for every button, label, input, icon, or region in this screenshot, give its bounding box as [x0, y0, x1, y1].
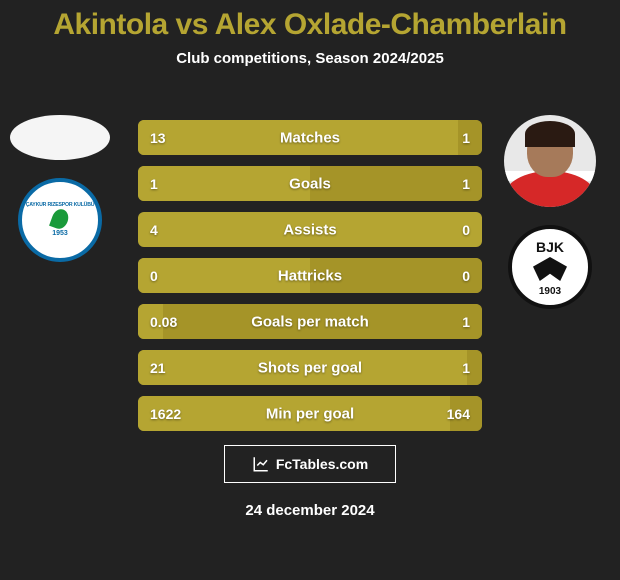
bar-value-right: 1 [462, 130, 470, 146]
stat-bar: Assists4 0 [138, 212, 482, 247]
bar-label: Matches [138, 129, 482, 146]
bar-value-left: 21 [150, 360, 166, 376]
eagle-icon [533, 257, 567, 281]
bar-label: Goals per match [138, 313, 482, 330]
club-left-badge: ÇAYKUR RIZESPOR KULÜBÜ 1953 [18, 178, 102, 262]
bar-label: Shots per goal [138, 359, 482, 376]
brand-box: FcTables.com [224, 445, 396, 483]
club-left-year: 1953 [26, 230, 95, 237]
subtitle: Club competitions, Season 2024/2025 [0, 50, 620, 67]
club-left-abbr: ÇAYKUR RIZESPOR KULÜBÜ [26, 203, 95, 208]
stat-bar: Shots per goal21 1 [138, 350, 482, 385]
stats-bars: Matches131Goals11Assists40Hattricks00Goa… [138, 120, 482, 442]
stat-bar: Hattricks0 0 [138, 258, 482, 293]
stat-bar: Goals per match0.08 1 [138, 304, 482, 339]
player-right-avatar [504, 115, 596, 207]
page-title: Akintola vs Alex Oxlade-Chamberlain [0, 0, 620, 42]
bar-value-right: 1 [462, 176, 470, 192]
bar-value-right: 1 [462, 360, 470, 376]
right-player-column: BJK 1903 [500, 115, 600, 309]
bar-value-left: 4 [150, 222, 158, 238]
bar-value-left: 0 [150, 268, 158, 284]
club-right-badge: BJK 1903 [508, 225, 592, 309]
bar-value-left: 1622 [150, 406, 181, 422]
player-left-avatar [10, 115, 110, 160]
chart-icon [252, 455, 270, 473]
brand-text: FcTables.com [276, 456, 368, 472]
stat-bar: Min per goal1622 164 [138, 396, 482, 431]
bar-value-right: 0 [462, 222, 470, 238]
leaf-icon [49, 207, 71, 231]
bar-label: Hattricks [138, 267, 482, 284]
bar-value-right: 0 [462, 268, 470, 284]
stat-bar: Matches13 1 [138, 120, 482, 155]
club-right-year: 1903 [539, 286, 561, 297]
date-text: 24 december 2024 [0, 502, 620, 519]
bar-value-left: 0.08 [150, 314, 177, 330]
bar-value-left: 13 [150, 130, 166, 146]
bar-value-right: 1 [462, 314, 470, 330]
bar-label: Min per goal [138, 405, 482, 422]
bar-value-left: 1 [150, 176, 158, 192]
bar-label: Goals [138, 175, 482, 192]
club-right-abbr: BJK [536, 239, 564, 255]
bar-label: Assists [138, 221, 482, 238]
left-player-column: ÇAYKUR RIZESPOR KULÜBÜ 1953 [10, 115, 110, 262]
stat-bar: Goals1 1 [138, 166, 482, 201]
bar-value-right: 164 [447, 406, 470, 422]
